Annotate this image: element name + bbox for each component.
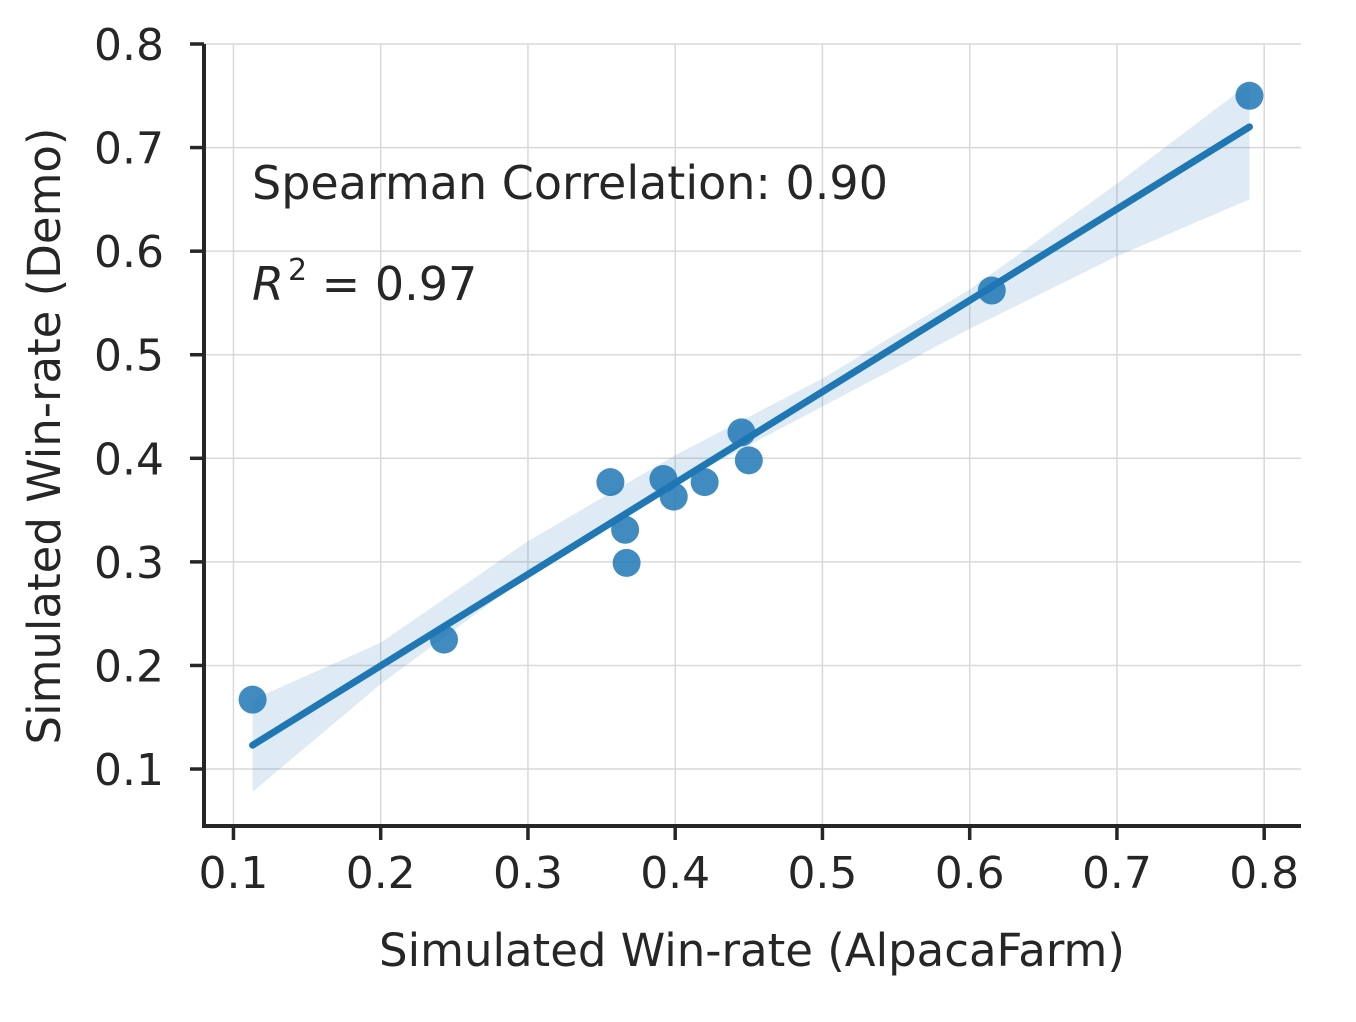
y-tick-label: 0.8	[94, 20, 164, 71]
x-tick-label: 0.4	[640, 848, 710, 899]
x-tick-label: 0.8	[1229, 848, 1299, 899]
x-axis-label: Simulated Win-rate (AlpacaFarm)	[379, 924, 1125, 977]
spearman-annotation: Spearman Correlation: 0.90	[252, 156, 888, 210]
y-tick-label: 0.4	[94, 434, 164, 485]
data-points	[238, 81, 1264, 714]
y-tick-label: 0.2	[94, 641, 164, 692]
x-tick-label: 0.6	[935, 848, 1005, 899]
data-point	[977, 276, 1006, 305]
data-point	[596, 468, 625, 497]
x-tick-label: 0.7	[1082, 848, 1152, 899]
data-point	[734, 446, 763, 475]
r-squared-exponent: 2	[288, 253, 307, 288]
data-point	[727, 418, 756, 447]
x-tick-label: 0.3	[493, 848, 563, 899]
r-squared-symbol: R	[252, 257, 284, 311]
y-axis-label: Simulated Win-rate (Demo)	[18, 128, 71, 745]
x-tick-label: 0.1	[198, 848, 268, 899]
y-ticks: 0.1 0.2 0.3 0.4 0.5 0.6 0.7 0.8	[94, 20, 204, 796]
r-squared-value: = 0.97	[307, 257, 477, 311]
data-point	[430, 625, 459, 654]
x-tick-label: 0.5	[787, 848, 857, 899]
y-tick-label: 0.3	[94, 538, 164, 589]
data-point	[612, 548, 641, 577]
data-point	[238, 685, 267, 714]
data-point	[659, 482, 688, 511]
x-tick-label: 0.2	[346, 848, 416, 899]
y-tick-label: 0.7	[94, 124, 164, 175]
y-tick-label: 0.5	[94, 331, 164, 382]
x-ticks: 0.1 0.2 0.3 0.4 0.5 0.6 0.7 0.8	[198, 826, 1299, 899]
data-point	[611, 515, 640, 544]
y-tick-label: 0.6	[94, 227, 164, 278]
y-tick-label: 0.1	[94, 745, 164, 796]
data-point	[1235, 81, 1264, 110]
grid	[204, 43, 1301, 826]
data-point	[690, 468, 719, 497]
